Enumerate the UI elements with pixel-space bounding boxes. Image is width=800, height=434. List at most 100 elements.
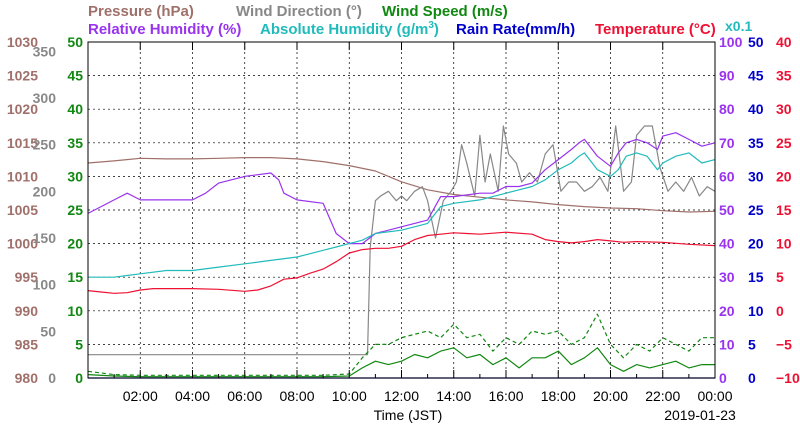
tick-temperature: 25: [776, 135, 792, 151]
tick-rain-rate: 10: [748, 303, 764, 319]
tick-pressure: 1020: [7, 101, 38, 117]
tick-wind-direction: 50: [40, 323, 56, 339]
tick-pressure: 990: [15, 303, 39, 319]
title-row-1: Pressure (hPa) Wind Direction (°) Wind Spe…: [88, 3, 508, 20]
tick-rain-rate: 30: [748, 168, 764, 184]
tick-wind-direction: 0: [48, 370, 56, 386]
tick-relative-humidity: 60: [719, 168, 735, 184]
x-tick-label: 04:00: [175, 388, 210, 404]
tick-wind-speed: 40: [67, 101, 83, 117]
date-label: 2019-01-23: [664, 407, 736, 423]
tick-rain-rate: 15: [748, 269, 764, 285]
tick-wind-direction: 150: [33, 230, 57, 246]
tick-pressure: 985: [15, 336, 39, 352]
title-relative-humidity: Relative Humidity (%): [88, 21, 241, 38]
tick-pressure: 1000: [7, 236, 38, 252]
tick-rain-rate: 35: [748, 135, 764, 151]
tick-wind-direction: 350: [33, 43, 57, 59]
tick-relative-humidity: 10: [719, 336, 735, 352]
tick-wind-speed: 30: [67, 168, 83, 184]
tick-wind-speed: 0: [75, 370, 83, 386]
tick-relative-humidity: 100: [719, 34, 743, 50]
tick-rain-rate: 45: [748, 68, 764, 84]
x-tick-label: 12:00: [384, 388, 419, 404]
tick-relative-humidity: 30: [719, 269, 735, 285]
tick-wind-speed: 50: [67, 34, 83, 50]
x-axis-label: Time (JST): [374, 407, 443, 423]
series-pressure-hpa: [87, 157, 716, 213]
tick-wind-direction: 100: [33, 277, 57, 293]
tick-pressure: 1005: [7, 202, 38, 218]
tick-temperature: 5: [776, 269, 784, 285]
tick-relative-humidity: 40: [719, 236, 735, 252]
tick-relative-humidity: 90: [719, 68, 735, 84]
tick-wind-speed: 45: [67, 68, 83, 84]
title-wind-speed-m-s: Wind Speed (m/s): [382, 3, 508, 20]
series-temperature-c: [87, 231, 716, 294]
tick-rain-rate: 25: [748, 202, 764, 218]
series-wind-speed-m-s: [87, 347, 715, 378]
tick-wind-speed: 10: [67, 303, 83, 319]
tick-rain-rate: 20: [748, 236, 764, 252]
x-tick-label: 02:00: [123, 388, 158, 404]
x-tick-label: 08:00: [279, 388, 314, 404]
tick-temperature: 35: [776, 68, 792, 84]
tick-rain-rate: 40: [748, 101, 764, 117]
tick-pressure: 995: [15, 269, 39, 285]
tick-relative-humidity: 80: [719, 101, 735, 117]
tick-pressure: 1015: [7, 135, 38, 151]
tick-wind-speed: 20: [67, 236, 83, 252]
title-rain-rate-mm-h: Rain Rate(mm/h): [456, 21, 575, 38]
tick-rain-rate: 0: [748, 370, 756, 386]
left-axes: 1030102510201015101010051000995990985980…: [7, 34, 83, 386]
x-tick-label: 22:00: [645, 388, 680, 404]
tick-temperature: 15: [776, 202, 792, 218]
tick-wind-speed: 35: [67, 135, 83, 151]
tick-rain-rate: 5: [748, 336, 756, 352]
tick-relative-humidity: 50: [719, 202, 735, 218]
series-wind-direction: [88, 125, 716, 356]
title-pressure-hpa: Pressure (hPa): [88, 3, 194, 20]
tick-temperature: 20: [776, 168, 792, 184]
tick-wind-direction: 250: [33, 137, 57, 153]
x-tick-label: 20:00: [593, 388, 628, 404]
tick-wind-speed: 5: [75, 336, 83, 352]
x-tick-label: 06:00: [227, 388, 262, 404]
tick-pressure: 980: [15, 370, 39, 386]
x-tick-label: 16:00: [488, 388, 523, 404]
tick-rain-rate: 50: [748, 34, 764, 50]
x-tick-label: 00:00: [697, 388, 732, 404]
tick-relative-humidity: 0: [719, 370, 727, 386]
tick-wind-direction: 300: [33, 90, 57, 106]
tick-wind-speed: 25: [67, 202, 83, 218]
x-axis-ticks: 02:00 04:00 06:00 08:00 10:00 12:00 14:00 16:00…: [113, 42, 733, 404]
tick-relative-humidity: 70: [719, 135, 735, 151]
title-row-2: Relative Humidity (%) Absolute Humidity (…: [88, 20, 716, 38]
title-temperature-c: Temperature (°C): [595, 21, 716, 38]
x-tick-label: 10:00: [332, 388, 367, 404]
tick-temperature: 30: [776, 101, 792, 117]
tick-wind-speed: 15: [67, 269, 83, 285]
tick-temperature: 10: [776, 236, 792, 252]
tick-temperature: −10: [776, 370, 800, 386]
title-absolute-humidity-g-m: Absolute Humidity (g/m3): [260, 20, 439, 38]
x-tick-label: 18:00: [541, 388, 576, 404]
series-absolute-humidity-g-m-x0-1: [88, 152, 716, 278]
grid: [88, 42, 715, 378]
tick-temperature: 0: [776, 303, 784, 319]
tick-temperature: −5: [776, 336, 792, 352]
tick-pressure: 1010: [7, 168, 38, 184]
title-wind-direction: Wind Direction (°): [236, 3, 362, 20]
tick-wind-direction: 200: [33, 183, 57, 199]
multiplier-label: x0.1: [725, 18, 752, 34]
right-axes: 1009080706050403020100504540353025201510…: [719, 34, 800, 386]
tick-pressure: 1025: [7, 68, 38, 84]
tick-pressure: 1030: [7, 34, 38, 50]
tick-relative-humidity: 20: [719, 303, 735, 319]
series-relative-humidity: [87, 132, 716, 245]
tick-temperature: 40: [776, 34, 792, 50]
series-wind-speed-gust-m-s: [87, 313, 715, 376]
x-tick-label: 14:00: [436, 388, 471, 404]
